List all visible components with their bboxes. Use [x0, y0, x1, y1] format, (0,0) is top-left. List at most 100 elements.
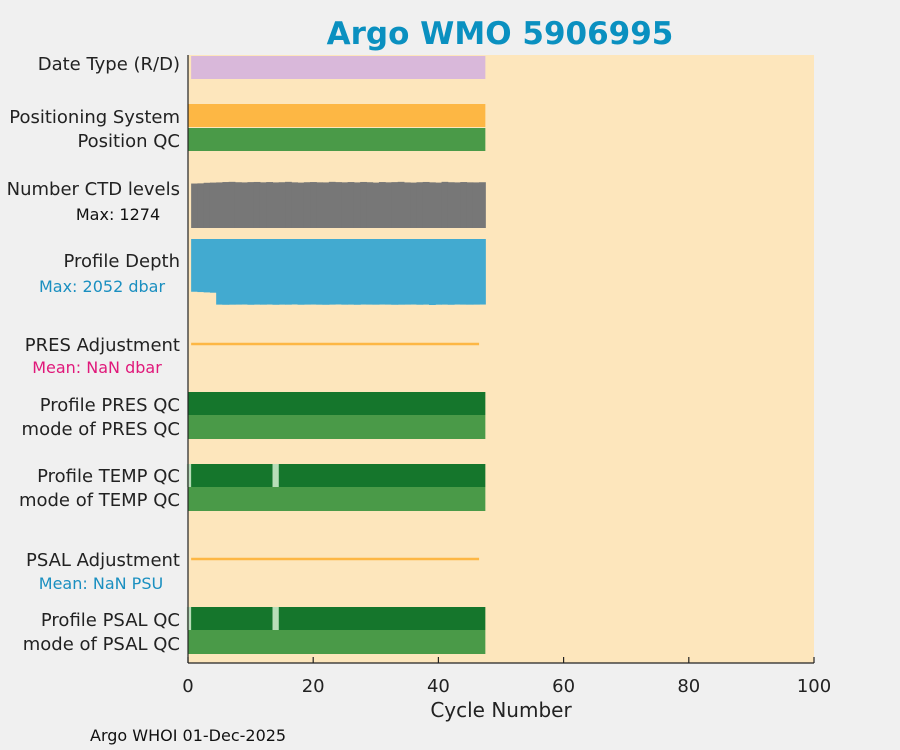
- ctd-level-bar: [297, 182, 305, 228]
- profile-depth-bar: [266, 239, 274, 305]
- ctd-level-bar: [328, 181, 336, 228]
- row-sublabel-ctd-levels: Max: 1274: [76, 205, 160, 224]
- profile-depth-bar: [328, 239, 336, 305]
- profile-depth-bar: [422, 239, 430, 305]
- ctd-level-bar: [397, 181, 405, 228]
- profile-temp-qc-exception-cell: [272, 464, 279, 487]
- profile-depth-bar: [416, 239, 424, 305]
- row-label-positioning-system: Positioning System: [9, 107, 180, 128]
- ctd-level-bar: [347, 182, 355, 228]
- row-label-profile-psal-qc: Profile PSAL QC: [41, 610, 180, 631]
- ctd-level-bar: [335, 182, 342, 228]
- profile-pres-qc-bar: [188, 392, 486, 415]
- ctd-level-bar: [285, 181, 292, 228]
- mode-temp-qc-bar: [188, 487, 486, 511]
- profile-depth-bar: [447, 239, 455, 305]
- ctd-level-bar: [191, 183, 198, 228]
- profile-depth-bar: [303, 239, 311, 305]
- ctd-level-bar: [441, 181, 449, 228]
- footer-text: Argo WHOI 01-Dec-2025: [90, 726, 286, 745]
- row-label-position-qc: Position QC: [77, 131, 180, 152]
- profile-psal-qc-bar: [188, 607, 486, 630]
- row-label-mode-temp-qc: mode of TEMP QC: [19, 490, 180, 511]
- ctd-level-bar: [278, 182, 286, 228]
- profile-depth-bar: [234, 239, 242, 305]
- ctd-level-bar: [429, 182, 436, 228]
- row-label-psal-adjustment: PSAL Adjustment: [26, 550, 180, 571]
- profile-depth-bar: [322, 239, 330, 305]
- x-tick-label: 40: [427, 676, 450, 697]
- profile-depth-bar: [216, 239, 223, 305]
- row-label-profile-pres-qc: Profile PRES QC: [40, 395, 180, 416]
- profile-depth-bar: [410, 239, 417, 305]
- profile-depth-bar: [209, 239, 217, 293]
- profile-depth-bar: [429, 239, 436, 305]
- profile-depth-bar: [272, 239, 280, 305]
- ctd-level-bar: [385, 182, 392, 228]
- ctd-level-bar: [353, 182, 361, 228]
- ctd-level-bar: [228, 181, 236, 228]
- row-label-ctd-levels: Number CTD levels: [7, 179, 180, 200]
- profile-depth-bar: [241, 239, 248, 305]
- ctd-level-bar: [422, 181, 430, 228]
- ctd-level-bar: [253, 181, 261, 228]
- x-tick-label: 60: [552, 676, 575, 697]
- ctd-level-bar: [197, 183, 205, 228]
- plot-area: [188, 55, 814, 663]
- ctd-level-bar: [403, 182, 411, 228]
- x-tick-label: 100: [797, 676, 831, 697]
- positioning-system-bar: [188, 104, 486, 127]
- x-tick-label: 80: [677, 676, 700, 697]
- profile-depth-bar: [366, 239, 374, 305]
- chart-marks: [186, 56, 486, 654]
- row-label-mode-psal-qc: mode of PSAL QC: [23, 634, 180, 655]
- row-label-mode-pres-qc: mode of PRES QC: [22, 419, 180, 440]
- profile-depth-bar: [310, 239, 317, 305]
- axes: 0 20 40 60 80 100: [182, 55, 831, 697]
- row-sublabel-pres-adjustment: Mean: NaN dbar: [32, 358, 162, 377]
- row-label-profile-temp-qc: Profile TEMP QC: [37, 466, 180, 487]
- row-labels: Date Type (R/D) Positioning System Positio…: [7, 54, 180, 655]
- ctd-level-bar: [372, 182, 380, 228]
- mode-psal-qc-bar: [188, 630, 486, 654]
- profile-depth-bar: [360, 239, 367, 305]
- profile-depth-bar: [460, 239, 468, 305]
- ctd-level-bar: [209, 182, 217, 228]
- profile-depth-bar: [253, 239, 261, 305]
- ctd-level-bar: [378, 182, 386, 228]
- profile-depth-bar: [378, 239, 386, 305]
- date-type-bar: [191, 56, 486, 79]
- ctd-level-bar: [216, 182, 223, 228]
- x-axis-label: Cycle Number: [430, 698, 572, 722]
- profile-depth-bar: [391, 239, 399, 305]
- profile-depth-bar: [247, 239, 255, 305]
- profile-depth-bar: [335, 239, 342, 305]
- ctd-level-bar: [303, 182, 311, 228]
- ctd-level-bar: [272, 182, 280, 228]
- ctd-level-bar: [234, 182, 242, 228]
- ctd-level-bar: [316, 182, 324, 228]
- row-sublabel-profile-depth: Max: 2052 dbar: [39, 277, 165, 296]
- mode-pres-qc-bar: [188, 415, 486, 439]
- profile-depth-bar: [479, 239, 486, 305]
- profile-temp-qc-exception-cell: [186, 464, 192, 487]
- row-sublabel-psal-adjustment: Mean: NaN PSU: [39, 574, 163, 593]
- profile-depth-bar: [441, 239, 449, 305]
- ctd-level-bar: [310, 182, 317, 228]
- profile-depth-bar: [222, 239, 230, 305]
- ctd-level-bar: [341, 182, 349, 228]
- profile-depth-bar: [385, 239, 392, 305]
- profile-depth-bar: [285, 239, 292, 305]
- ctd-level-bar: [460, 182, 468, 228]
- row-label-profile-depth: Profile Depth: [63, 251, 180, 272]
- profile-depth-bar: [228, 239, 236, 305]
- profile-psal-qc-exception-cell: [186, 607, 192, 630]
- ctd-level-bar: [435, 182, 443, 228]
- profile-depth-bar: [454, 239, 461, 305]
- ctd-level-bar: [391, 182, 399, 228]
- ctd-level-bar: [479, 182, 486, 228]
- ctd-level-bar: [410, 182, 417, 228]
- row-label-date-type: Date Type (R/D): [38, 54, 180, 75]
- ctd-level-bar: [247, 182, 255, 228]
- ctd-level-bar: [259, 182, 267, 228]
